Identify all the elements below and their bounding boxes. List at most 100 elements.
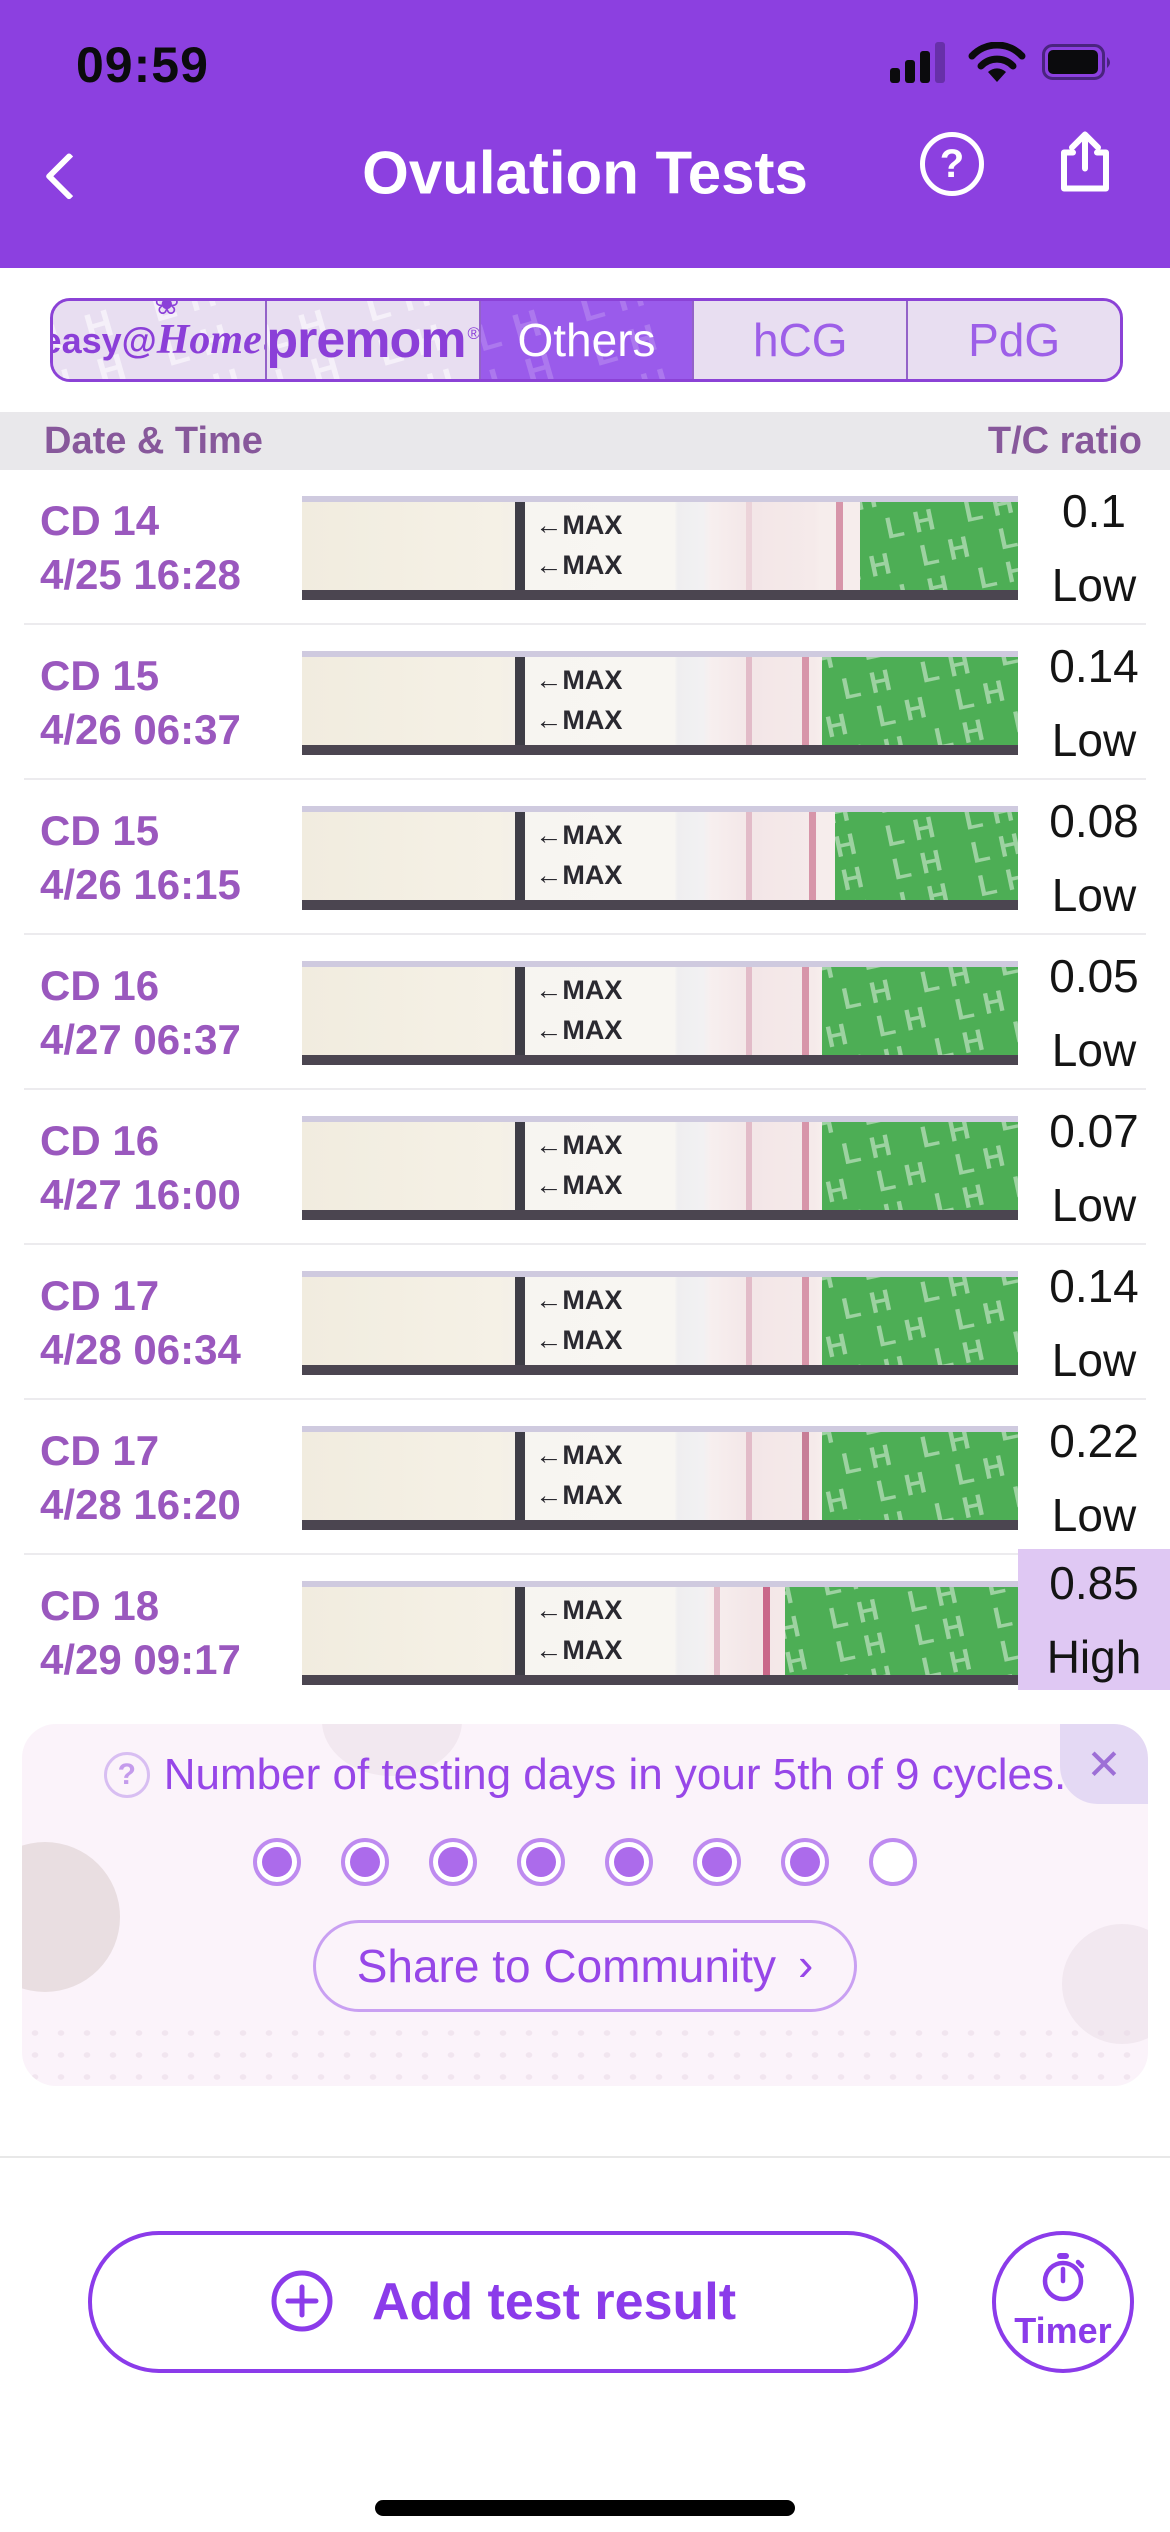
banner-help-icon[interactable]: ?	[103, 1752, 150, 1798]
test-result-row[interactable]: CD 16 4/27 16:00 ←MAX ←MAX LH LH LH LH L…	[0, 1090, 1170, 1245]
close-icon[interactable]: ✕	[1060, 1724, 1148, 1804]
test-datetime: 4/29 09:17	[40, 1635, 241, 1683]
column-date-time: Date & Time	[44, 419, 263, 462]
test-result-row[interactable]: CD 17 4/28 06:34 ←MAX ←MAX LH LH LH LH L…	[0, 1245, 1170, 1400]
ratio-cell: 0.85 High	[1018, 1549, 1170, 1690]
page-title: Ovulation Tests	[362, 139, 808, 207]
test-line-faint	[745, 811, 752, 900]
test-datetime: 4/28 06:34	[40, 1325, 241, 1373]
test-strip-photo: ←MAX ←MAX LH LH LH LH LH LH LH LH LH LH …	[302, 1580, 1018, 1685]
ratio-level: Low	[1051, 1488, 1137, 1541]
premom-logo: premom ®	[266, 311, 480, 369]
ratio-level: Low	[1051, 868, 1137, 921]
divider	[0, 2156, 1170, 2158]
battery-icon	[1042, 43, 1114, 87]
cycle-dot-empty	[869, 1838, 917, 1886]
date-cell: CD 16 4/27 16:00	[40, 1114, 302, 1222]
results-list: CD 14 4/25 16:28 ←MAX ←MAX LH LH LH LH L…	[0, 470, 1170, 1710]
strip-max-labels: ←MAX ←MAX	[535, 820, 623, 890]
bottom-action-bar: Add test result Timer	[0, 2230, 1170, 2374]
test-line-faint	[745, 966, 752, 1055]
ratio-level: Low	[1051, 1333, 1137, 1386]
table-header: Date & Time T/C ratio	[0, 412, 1170, 470]
back-icon[interactable]	[44, 152, 94, 201]
strip-max-line	[515, 811, 526, 900]
test-strip-photo: ←MAX ←MAX LH LH LH LH LH LH LH LH LH LH …	[302, 960, 1018, 1065]
test-result-row[interactable]: CD 15 4/26 06:37 ←MAX ←MAX LH LH LH LH L…	[0, 625, 1170, 780]
strip-max-line	[515, 656, 526, 745]
test-line	[801, 1431, 809, 1520]
ratio-value: 0.22	[1049, 1414, 1139, 1467]
share-to-community-button[interactable]: Share to Community ›	[313, 1920, 857, 2012]
strip-max-labels: ←MAX ←MAX	[535, 1285, 623, 1355]
test-result-row[interactable]: CD 14 4/25 16:28 ←MAX ←MAX LH LH LH LH L…	[0, 470, 1170, 625]
test-line	[801, 1276, 809, 1365]
status-icons	[890, 41, 1114, 89]
test-line	[763, 1586, 771, 1675]
home-indicator[interactable]	[375, 2500, 795, 2516]
test-line-faint	[714, 1586, 721, 1675]
tab-others[interactable]: LH LH LH LH LH LH LH LH LH LH LH LH LH L…	[480, 301, 695, 379]
tab-premom[interactable]: LH LH LH LH LH LH LH LH LH LH LH LH LH L…	[266, 301, 481, 379]
tab-easy-home[interactable]: LH LH LH LH LH LH LH LH LH LH LH LH LH L…	[53, 301, 267, 379]
test-datetime: 4/28 16:20	[40, 1480, 241, 1528]
status-bar: 09:59	[0, 0, 1170, 104]
test-datetime: 4/26 16:15	[40, 860, 241, 908]
ratio-level: Low	[1051, 558, 1137, 611]
cycle-dot-filled	[429, 1838, 477, 1886]
test-datetime: 4/25 16:28	[40, 550, 241, 598]
test-type-tabs: LH LH LH LH LH LH LH LH LH LH LH LH LH L…	[0, 268, 1170, 400]
testing-days-banner: ✕ ? Number of testing days in your 5th o…	[22, 1724, 1148, 2086]
cycle-day: CD 15	[40, 806, 160, 854]
test-line-faint	[745, 501, 752, 590]
test-line	[808, 811, 816, 900]
cycle-day: CD 16	[40, 1116, 160, 1164]
strip-max-line	[515, 1586, 526, 1675]
add-test-result-button[interactable]: Add test result	[88, 2231, 918, 2373]
chevron-right-icon: ›	[797, 1938, 814, 1990]
ratio-value: 0.14	[1049, 1259, 1139, 1312]
timer-button[interactable]: Timer	[992, 2231, 1134, 2373]
tab-pdg[interactable]: PdG	[908, 301, 1120, 379]
strip-handle: LH LH LH LH LH LH LH LH LH LH LH LH LH L…	[821, 656, 1018, 745]
cycle-dot-filled	[253, 1838, 301, 1886]
test-result-row[interactable]: CD 18 4/29 09:17 ←MAX ←MAX LH LH LH LH L…	[0, 1549, 1170, 1710]
ratio-level: High	[1046, 1630, 1142, 1683]
tab-hcg[interactable]: hCG	[694, 301, 909, 379]
test-strip-photo: ←MAX ←MAX LH LH LH LH LH LH LH LH LH LH …	[302, 1425, 1018, 1530]
test-strip-photo: ←MAX ←MAX LH LH LH LH LH LH LH LH LH LH …	[302, 495, 1018, 600]
strip-handle: LH LH LH LH LH LH LH LH LH LH LH LH LH L…	[821, 966, 1018, 1055]
ratio-cell: 0.14 Low	[1018, 1245, 1170, 1400]
help-icon[interactable]: ?	[920, 132, 984, 196]
ratio-value: 0.1	[1062, 484, 1126, 537]
cycle-day: CD 15	[40, 651, 160, 699]
test-line-faint	[745, 1276, 752, 1365]
share-icon[interactable]	[1056, 129, 1114, 200]
cycle-dot-filled	[341, 1838, 389, 1886]
easy-home-logo: ❀ easy@Home®	[53, 301, 265, 364]
stopwatch-icon	[1040, 2252, 1086, 2306]
date-cell: CD 18 4/29 09:17	[40, 1579, 302, 1687]
test-line-faint	[745, 1431, 752, 1520]
cycle-dot-filled	[517, 1838, 565, 1886]
wifi-icon	[968, 41, 1026, 89]
ratio-value: 0.85	[1049, 1556, 1139, 1609]
easyhome-flower-icon: ❀	[154, 301, 180, 321]
ratio-value: 0.05	[1049, 949, 1139, 1002]
ratio-cell: 0.22 Low	[1018, 1400, 1170, 1555]
strip-max-line	[515, 1121, 526, 1210]
test-result-row[interactable]: CD 15 4/26 16:15 ←MAX ←MAX LH LH LH LH L…	[0, 780, 1170, 935]
test-result-row[interactable]: CD 17 4/28 16:20 ←MAX ←MAX LH LH LH LH L…	[0, 1400, 1170, 1555]
ratio-level: Low	[1051, 1023, 1137, 1076]
test-result-row[interactable]: CD 16 4/27 06:37 ←MAX ←MAX LH LH LH LH L…	[0, 935, 1170, 1090]
column-tc-ratio: T/C ratio	[987, 419, 1142, 462]
date-cell: CD 17 4/28 16:20	[40, 1424, 302, 1532]
test-line-faint	[745, 656, 752, 745]
app-header: 09:59	[0, 0, 1170, 268]
banner-title: Number of testing days in your 5th of 9 …	[163, 1750, 1067, 1799]
strip-max-line	[515, 501, 526, 590]
strip-max-line	[515, 966, 526, 1055]
ratio-value: 0.07	[1049, 1104, 1139, 1157]
ratio-cell: 0.07 Low	[1018, 1090, 1170, 1245]
